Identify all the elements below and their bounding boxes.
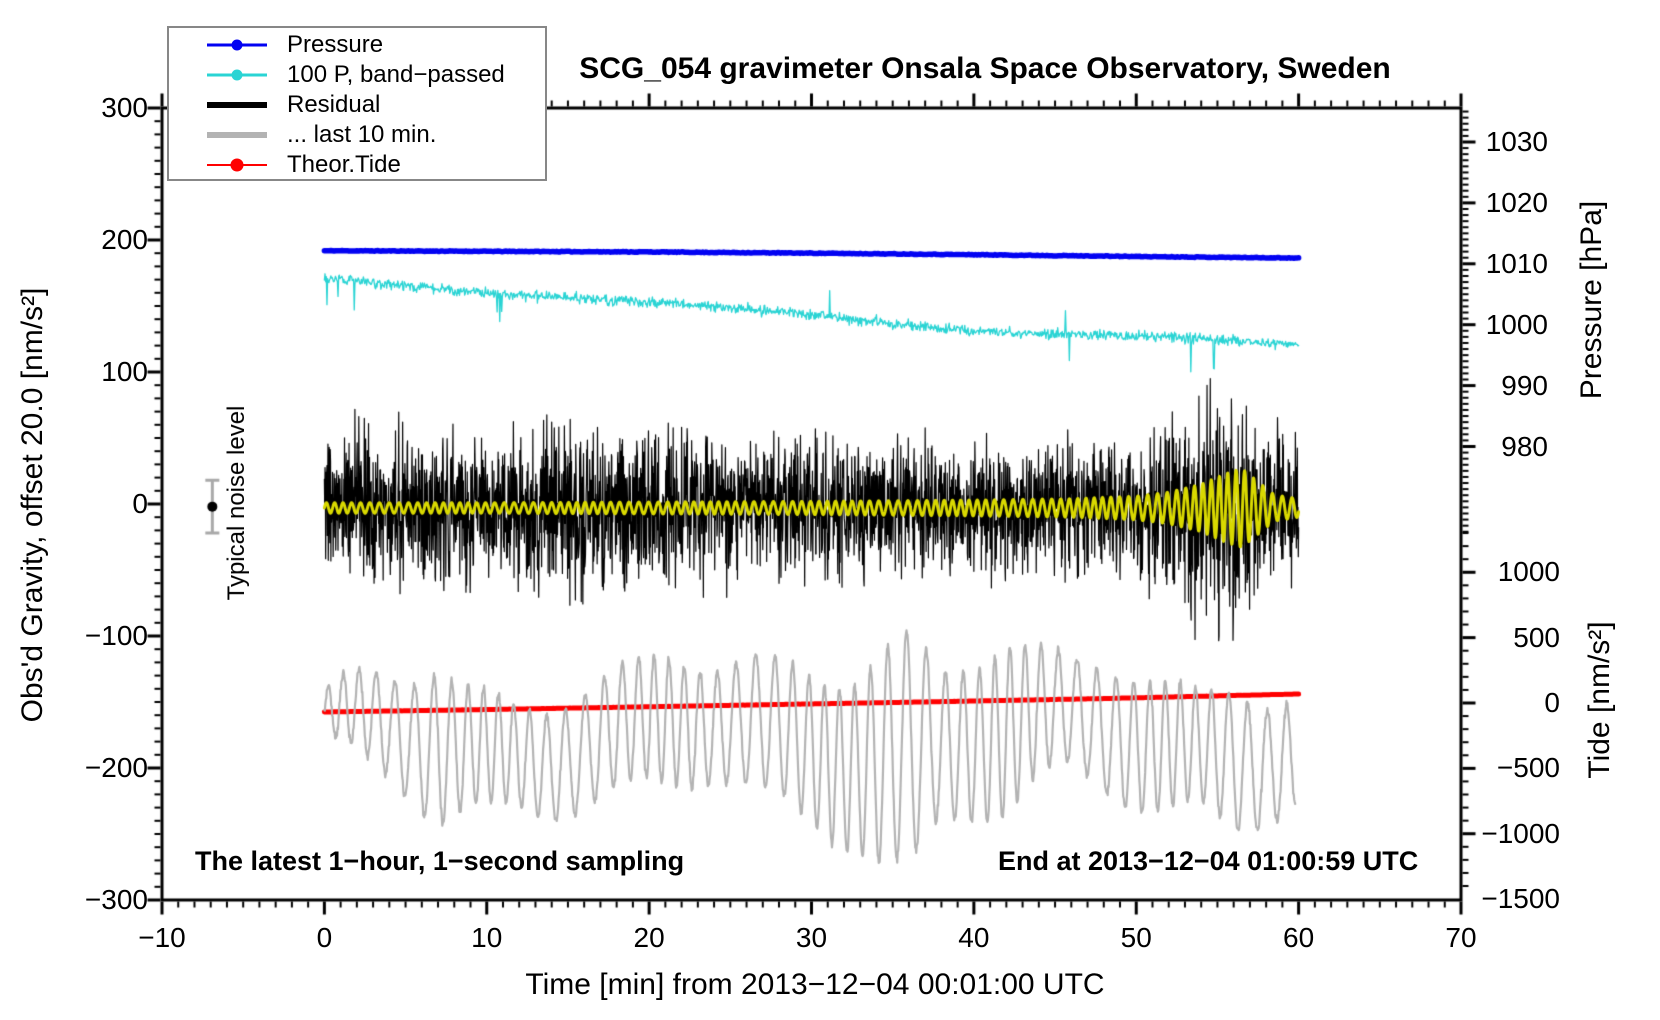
legend-item-theortide: Theor.Tide xyxy=(169,150,545,180)
gravity-tick-label: 300 xyxy=(101,92,148,123)
x-axis-title: Time [min] from 2013−12−04 00:01:00 UTC xyxy=(525,968,1105,1001)
tide-tick-label: 500 xyxy=(1513,621,1560,653)
x-tick-label: 0 xyxy=(316,922,333,953)
x-tick-label: 70 xyxy=(1445,922,1477,953)
x-tick-label: 50 xyxy=(1120,922,1152,953)
x-tick-label: 40 xyxy=(958,922,990,953)
legend-label: 100 P, band−passed xyxy=(287,61,505,88)
x-tick-label: 30 xyxy=(795,922,828,953)
gravity-tick-label: 100 xyxy=(101,356,148,387)
pressure-tick-label: 1000 xyxy=(1485,308,1548,340)
pressure-tick-label: 990 xyxy=(1501,369,1548,401)
pressure-line-swatch xyxy=(207,30,267,60)
legend-label: Residual xyxy=(287,91,381,118)
legend: Pressure 100 P, band−passed Residual ...… xyxy=(167,26,547,181)
x-tick-label: −10 xyxy=(138,922,186,953)
pressure-tick-label: 1030 xyxy=(1485,126,1548,157)
pressure-axis-title: Pressure [hPa] xyxy=(1575,200,1608,400)
tide-axis-title: Tide [nm/s²] xyxy=(1583,621,1616,779)
chart-title: SCG_054 gravimeter Onsala Space Observat… xyxy=(579,52,1391,85)
tide-tick-label: −1500 xyxy=(1481,883,1560,915)
tide-tick-label: −1000 xyxy=(1481,817,1560,849)
end-time-note: End at 2013−12−04 01:00:59 UTC xyxy=(998,846,1419,876)
gravity-tick-label: −300 xyxy=(84,884,148,915)
legend-item-bandpassed: 100 P, band−passed xyxy=(169,60,545,90)
tide-tick-label: −500 xyxy=(1496,752,1560,784)
tide-tick-label: 0 xyxy=(1544,687,1560,718)
pressure-tick-label: 980 xyxy=(1501,430,1548,462)
legend-item-last10min: ... last 10 min. xyxy=(169,120,545,150)
x-tick-label: 10 xyxy=(471,922,503,953)
gravity-tick-label: 200 xyxy=(101,224,148,255)
gravity-tick-label: −100 xyxy=(84,620,148,651)
bandpassed-line-swatch xyxy=(207,60,267,90)
last10min-line-swatch xyxy=(207,120,267,150)
noise-bar-label: Typical noise level xyxy=(223,405,250,601)
legend-label: ... last 10 min. xyxy=(287,121,437,148)
legend-label: Pressure xyxy=(287,31,384,58)
legend-item-residual: Residual xyxy=(169,90,545,120)
pressure-tick-label: 1010 xyxy=(1485,247,1548,279)
x-tick-label: 60 xyxy=(1283,922,1315,953)
tide-tick-label: 1000 xyxy=(1497,556,1560,588)
gravity-tick-label: −200 xyxy=(84,752,148,783)
legend-item-pressure: Pressure xyxy=(169,30,545,60)
legend-label: Theor.Tide xyxy=(287,151,401,178)
sampling-note: The latest 1−hour, 1−second sampling xyxy=(195,846,685,876)
pressure-tick-label: 1020 xyxy=(1485,186,1548,218)
x-tick-label: 20 xyxy=(633,922,665,953)
theortide-line-swatch xyxy=(207,150,267,180)
residual-line-swatch xyxy=(207,90,267,120)
gravity-tick-label: 0 xyxy=(132,488,148,519)
